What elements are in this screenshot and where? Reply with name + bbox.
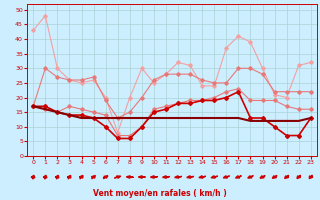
Text: Vent moyen/en rafales ( km/h ): Vent moyen/en rafales ( km/h ) [93,189,227,198]
